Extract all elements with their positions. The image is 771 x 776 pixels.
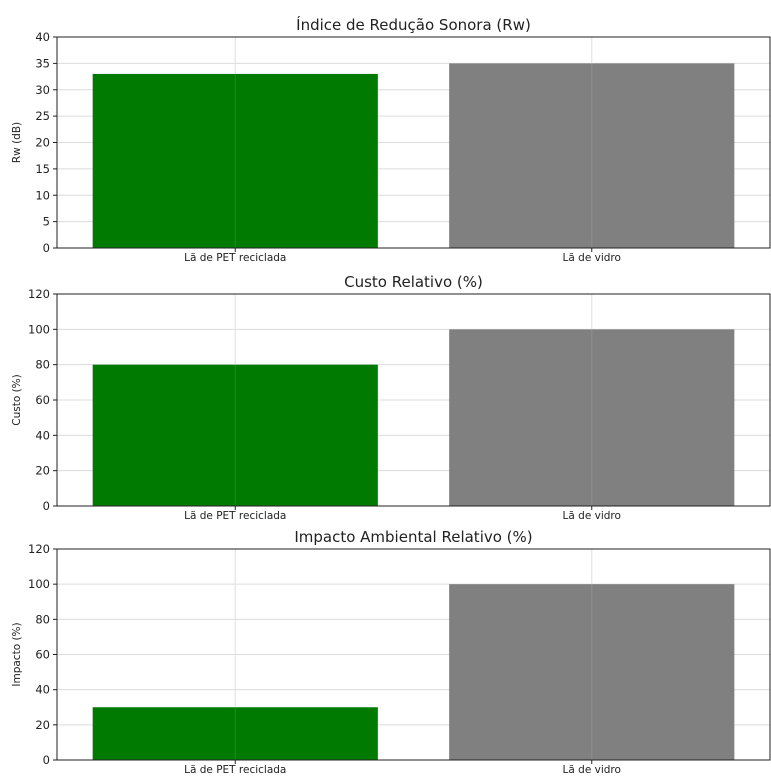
chart-panel-3: 0 20 40 60 80 100 120 Lã de PET reciclada Lã de …	[11, 528, 771, 776]
x-tick-label: Lã de vidro	[563, 252, 621, 264]
x-tick-label: Lã de vidro	[563, 510, 621, 522]
y-tick-label: 25	[35, 109, 50, 123]
chart-title: Índice de Redução Sonora (Rw)	[296, 15, 531, 34]
bar-vidro	[449, 63, 735, 248]
x-tick-label: Lã de PET reciclada	[184, 764, 286, 776]
x-tick-label: Lã de vidro	[563, 764, 621, 776]
y-tick-label: 100	[28, 322, 50, 336]
x-tick-label: Lã de PET reciclada	[184, 252, 286, 264]
y-tick-label: 40	[35, 683, 50, 697]
y-tick-label: 5	[43, 215, 50, 229]
chart-panel-1: 0 5 10 15 20 25 30 35 40 Lã de PET reciclada Lã de…	[11, 15, 771, 264]
y-axis-label: Impacto (%)	[11, 622, 23, 686]
chart-title: Custo Relativo (%)	[344, 273, 483, 291]
y-tick-label: 0	[43, 241, 50, 255]
y-axis-label: Rw (dB)	[11, 122, 23, 163]
y-tick-label: 30	[35, 83, 50, 97]
y-tick-label: 10	[35, 188, 50, 202]
y-tick-label: 35	[35, 56, 50, 70]
y-tick-label: 100	[28, 577, 50, 591]
y-tick-label: 15	[35, 162, 50, 176]
y-axis-label: Custo (%)	[11, 374, 23, 426]
y-tick-label: 0	[43, 499, 50, 513]
y-tick-label: 80	[35, 358, 50, 372]
bar-pet	[92, 707, 378, 760]
y-tick-label: 80	[35, 612, 50, 626]
bar-vidro	[449, 584, 735, 760]
chart-panel-2: 0 20 40 60 80 100 120 Lã de PET reciclada Lã de …	[11, 273, 771, 522]
bar-vidro	[449, 329, 735, 506]
y-tick-label: 60	[35, 393, 50, 407]
y-tick-label: 120	[28, 287, 50, 301]
bar-pet	[92, 364, 378, 506]
y-tick-label: 0	[43, 753, 50, 767]
y-tick-label: 120	[28, 542, 50, 556]
y-tick-label: 60	[35, 648, 50, 662]
y-tick-label: 20	[35, 136, 50, 150]
x-tick-label: Lã de PET reciclada	[184, 510, 286, 522]
chart-title: Impacto Ambiental Relativo (%)	[294, 528, 532, 546]
y-tick-label: 20	[35, 464, 50, 478]
y-tick-label: 20	[35, 718, 50, 732]
y-tick-label: 40	[35, 428, 50, 442]
y-tick-label: 40	[35, 30, 50, 44]
bar-pet	[92, 73, 378, 248]
